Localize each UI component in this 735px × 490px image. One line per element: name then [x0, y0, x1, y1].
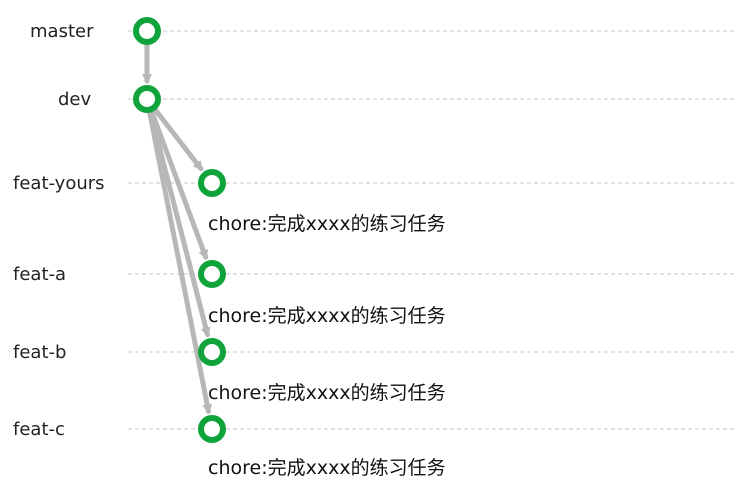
- branch-label-dev: dev: [58, 89, 92, 110]
- edge-dev-to-feat-c: [147, 110, 213, 415]
- commit-node-feat-yours[interactable]: [198, 169, 226, 197]
- commit-node-dev[interactable]: [133, 85, 161, 113]
- branch-label-feat-b: feat-b: [13, 342, 66, 363]
- branch-label-feat-c: feat-c: [13, 419, 65, 440]
- commit-message-feat-yours: chore:完成xxxx的练习任务: [208, 213, 446, 235]
- commit-node-feat-a[interactable]: [198, 260, 226, 288]
- commit-message-feat-c: chore:完成xxxx的练习任务: [208, 457, 446, 479]
- commit-node-feat-c[interactable]: [198, 415, 226, 443]
- edge-dev-to-feat-a: [149, 109, 209, 260]
- edge-dev-to-feat-b: [147, 110, 211, 338]
- branch-label-master: master: [30, 21, 94, 42]
- commit-node-master[interactable]: [133, 17, 161, 45]
- edge-dev-to-feat-yours: [153, 107, 204, 172]
- branch-label-feat-yours: feat-yours: [13, 173, 105, 194]
- commit-message-feat-b: chore:完成xxxx的练习任务: [208, 382, 446, 404]
- commit-message-feat-a: chore:完成xxxx的练习任务: [208, 305, 446, 327]
- branch-label-feat-a: feat-a: [13, 264, 66, 285]
- commit-node-feat-b[interactable]: [198, 338, 226, 366]
